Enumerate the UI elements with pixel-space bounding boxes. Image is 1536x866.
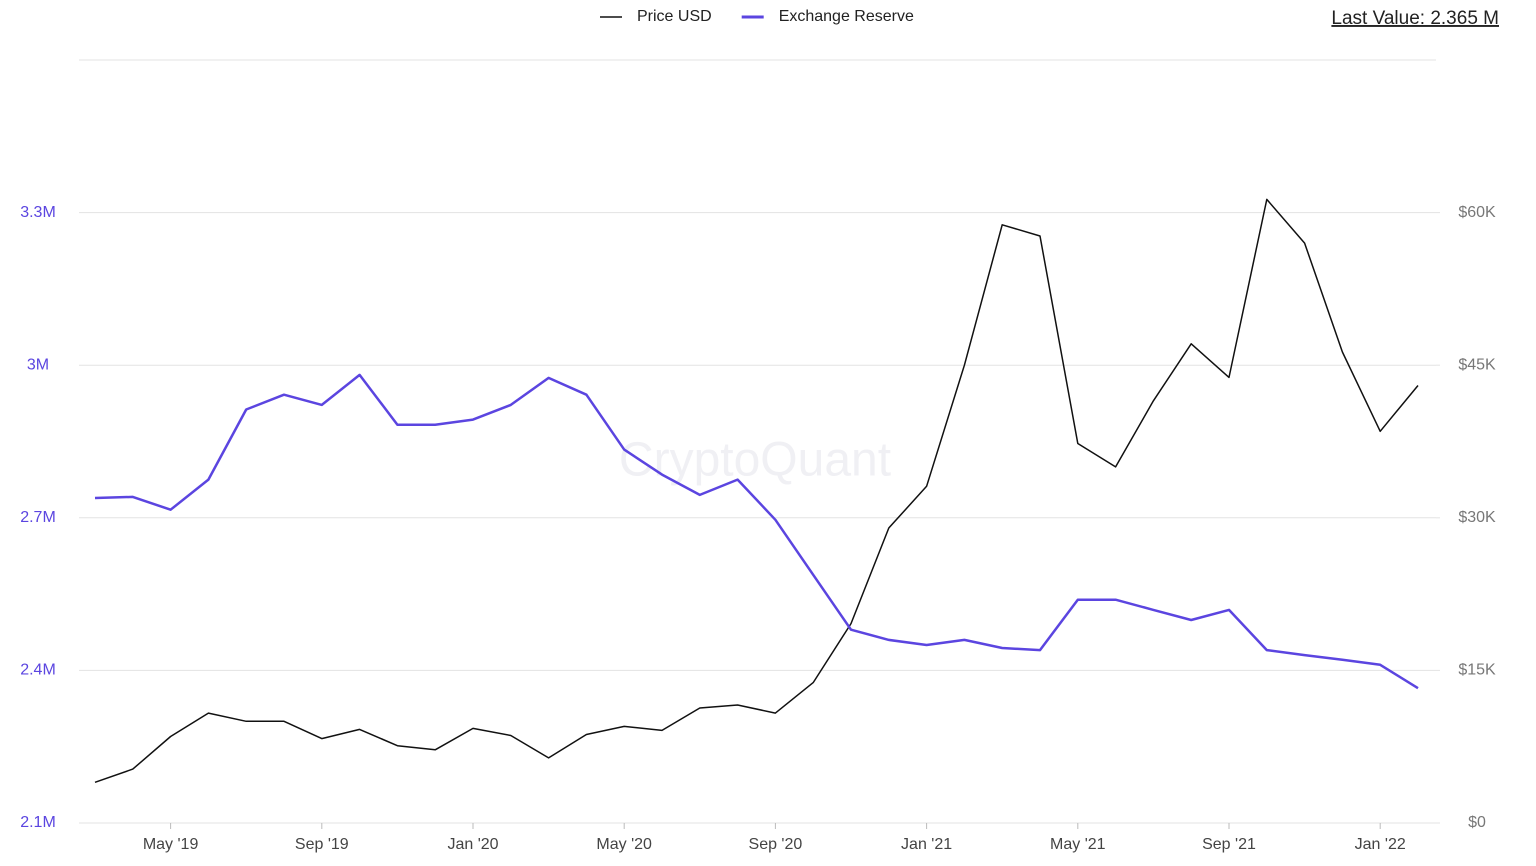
x-tick-label: May '21 — [1050, 836, 1106, 853]
legend-label[interactable]: Price USD — [637, 8, 712, 25]
watermark: CryptoQuant — [619, 434, 891, 487]
x-tick-label: Sep '20 — [749, 836, 803, 853]
x-tick-label: Jan '22 — [1355, 836, 1406, 853]
y2-tick-label: $15K — [1458, 662, 1496, 679]
x-tick-label: Jan '20 — [447, 836, 498, 853]
x-tick-label: May '20 — [596, 836, 652, 853]
x-tick-label: Jan '21 — [901, 836, 952, 853]
y-tick-label: 2.4M — [20, 662, 56, 679]
y2-tick-label: $30K — [1458, 509, 1496, 526]
x-tick-label: Sep '19 — [295, 836, 349, 853]
y2-tick-label: $45K — [1458, 356, 1496, 373]
y2-tick-label: $60K — [1458, 204, 1496, 221]
legend-label[interactable]: Exchange Reserve — [779, 8, 914, 25]
series-line — [94, 373, 1419, 690]
x-tick-label: Sep '21 — [1202, 836, 1256, 853]
y-tick-label: 2.1M — [20, 814, 56, 831]
series-line — [94, 198, 1419, 784]
x-tick-label: May '19 — [143, 836, 199, 853]
y-tick-label: 3.3M — [20, 204, 56, 221]
y2-tick-label: $0 — [1468, 814, 1486, 831]
last-value[interactable]: Last Value: 2.365 M — [1331, 8, 1499, 29]
y-tick-label: 3M — [27, 356, 49, 373]
y-tick-label: 2.7M — [20, 509, 56, 526]
